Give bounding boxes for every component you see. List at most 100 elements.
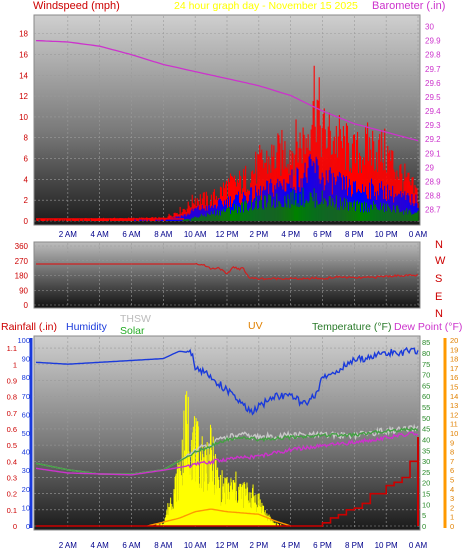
- temperature-tick-label: 60: [422, 392, 430, 401]
- temp-x-tick-label: 6 AM: [122, 541, 141, 550]
- wind-tick-label: 6: [24, 155, 29, 164]
- dewpoint-tick-label: 11: [450, 420, 458, 429]
- wind-x-tick-label: 10 PM: [375, 230, 398, 239]
- barometer-tick-label: 29.7: [425, 65, 441, 74]
- wind-x-tick-label: 4 AM: [91, 230, 110, 239]
- dewpoint-tick-label: 1: [450, 513, 454, 522]
- temp-x-tick-label: 2 PM: [249, 541, 268, 550]
- humidity-tick-label: 70: [22, 392, 30, 401]
- barometer-line: [35, 39, 419, 142]
- humidity-tick-label: 50: [22, 429, 30, 438]
- barometer-tick-label: 29.2: [425, 135, 441, 144]
- temperature-tick-label: 70: [422, 371, 430, 380]
- temperature-tick-label: 0: [422, 522, 426, 531]
- humidity-tick-label: 0: [26, 522, 30, 531]
- thsw-label: THSW: [120, 313, 151, 325]
- barometer-tick-label: 29.9: [425, 37, 441, 46]
- direction-tick-label: 0: [24, 301, 29, 310]
- dewpoint-tick-label: 17: [450, 364, 458, 373]
- dewpoint-line: [35, 431, 419, 476]
- wind-tick-label: 0: [24, 217, 29, 226]
- dewpoint-tick-label: 2: [450, 503, 454, 512]
- temperature-axis-label: Temperature (°F): [312, 321, 392, 333]
- solar-label: Solar: [120, 325, 145, 337]
- wind-tick-label: 2: [24, 196, 29, 205]
- dewpoint-tick-label: 7: [450, 457, 454, 466]
- barometer-tick-label: 29.6: [425, 79, 441, 88]
- dewpoint-tick-label: 6: [450, 466, 454, 475]
- direction-tick-label: 180: [15, 272, 29, 281]
- barometer-tick-label: 29.8: [425, 51, 441, 60]
- wind-tick-label: 18: [19, 30, 28, 39]
- temp-x-tick-label: 0 AM: [409, 541, 428, 550]
- temp-x-tick-label: 12 PM: [215, 541, 238, 550]
- rain-tick-label: 0.3: [7, 473, 17, 482]
- compass-label: S: [435, 273, 442, 285]
- uv-line: [147, 508, 291, 527]
- temperature-tick-label: 45: [422, 425, 430, 434]
- dewpoint-tick-label: 14: [450, 392, 458, 401]
- temperature-tick-label: 5: [422, 511, 426, 520]
- humidity-tick-label: 60: [22, 410, 30, 419]
- compass-label: N: [435, 239, 443, 251]
- dewpoint-tick-label: 4: [450, 485, 454, 494]
- rain-tick-label: 0.9: [7, 376, 17, 385]
- dewpoint-tick-label: 20: [450, 336, 458, 345]
- wind-x-tick-label: 6 PM: [313, 230, 332, 239]
- dewpoint-tick-label: 8: [450, 448, 454, 457]
- wind-x-tick-label: 10 AM: [184, 230, 207, 239]
- wind-tick-label: 4: [24, 175, 29, 184]
- uv-label: UV: [248, 320, 263, 332]
- temperature-tick-label: 15: [422, 490, 430, 499]
- temperature-tick-label: 35: [422, 446, 430, 455]
- temperature-tick-label: 20: [422, 479, 430, 488]
- dewpoint-tick-label: 0: [450, 522, 454, 531]
- humidity-tick-label: 80: [22, 373, 30, 382]
- rain-tick-label: 0: [13, 522, 17, 531]
- dewpoint-tick-label: 12: [450, 410, 458, 419]
- rain-tick-label: 1: [13, 360, 17, 369]
- temperature-tick-label: 10: [422, 500, 430, 509]
- rain-tick-label: 0.1: [7, 506, 17, 515]
- barometer-tick-label: 28.9: [425, 178, 441, 187]
- rainfall-line: [36, 437, 419, 527]
- dewpoint-tick-label: 16: [450, 373, 458, 382]
- temperature-tick-label: 65: [422, 381, 430, 390]
- temperature-tick-label: 85: [422, 338, 430, 347]
- dewpoint-tick-label: 9: [450, 438, 454, 447]
- temp-x-tick-label: 10 PM: [375, 541, 398, 550]
- humidity-axis-label: Humidity: [66, 321, 107, 333]
- wind-tick-label: 10: [19, 113, 28, 122]
- rain-tick-label: 0.7: [7, 409, 17, 418]
- barometer-tick-label: 29.3: [425, 121, 441, 130]
- barometer-tick-label: 29.4: [425, 107, 441, 116]
- wind-tick-label: 12: [19, 92, 28, 101]
- temp-x-tick-label: 10 AM: [184, 541, 207, 550]
- wind-x-tick-label: 4 PM: [281, 230, 300, 239]
- humidity-tick-label: 40: [22, 448, 30, 457]
- direction-tick-label: 360: [15, 242, 29, 251]
- rain-tick-label: 1.1: [7, 344, 17, 353]
- wind-direction-line: [36, 262, 419, 281]
- wind-tick-label: 8: [24, 134, 29, 143]
- rain-tick-label: 0.2: [7, 490, 17, 499]
- wind-x-tick-label: 2 AM: [59, 230, 78, 239]
- dewpoint-tick-label: 19: [450, 345, 458, 354]
- temperature-tick-label: 50: [422, 414, 430, 423]
- dewpoint-tick-label: 13: [450, 401, 458, 410]
- temp-x-tick-label: 4 PM: [281, 541, 300, 550]
- compass-label: E: [435, 291, 442, 303]
- wind-x-tick-label: 12 PM: [215, 230, 238, 239]
- rain-tick-label: 0.6: [7, 425, 17, 434]
- wind-x-tick-label: 8 PM: [345, 230, 364, 239]
- temperature-tick-label: 40: [422, 435, 430, 444]
- direction-tick-label: 90: [19, 286, 28, 295]
- barometer-tick-label: 29: [425, 163, 434, 172]
- temperature-tick-label: 25: [422, 468, 430, 477]
- humidity-tick-label: 20: [22, 485, 30, 494]
- temp-x-tick-label: 6 PM: [313, 541, 332, 550]
- compass-label: N: [435, 308, 443, 320]
- rainfall-axis-label: Rainfall (.in): [1, 321, 58, 333]
- dewpoint-tick-label: 3: [450, 494, 454, 503]
